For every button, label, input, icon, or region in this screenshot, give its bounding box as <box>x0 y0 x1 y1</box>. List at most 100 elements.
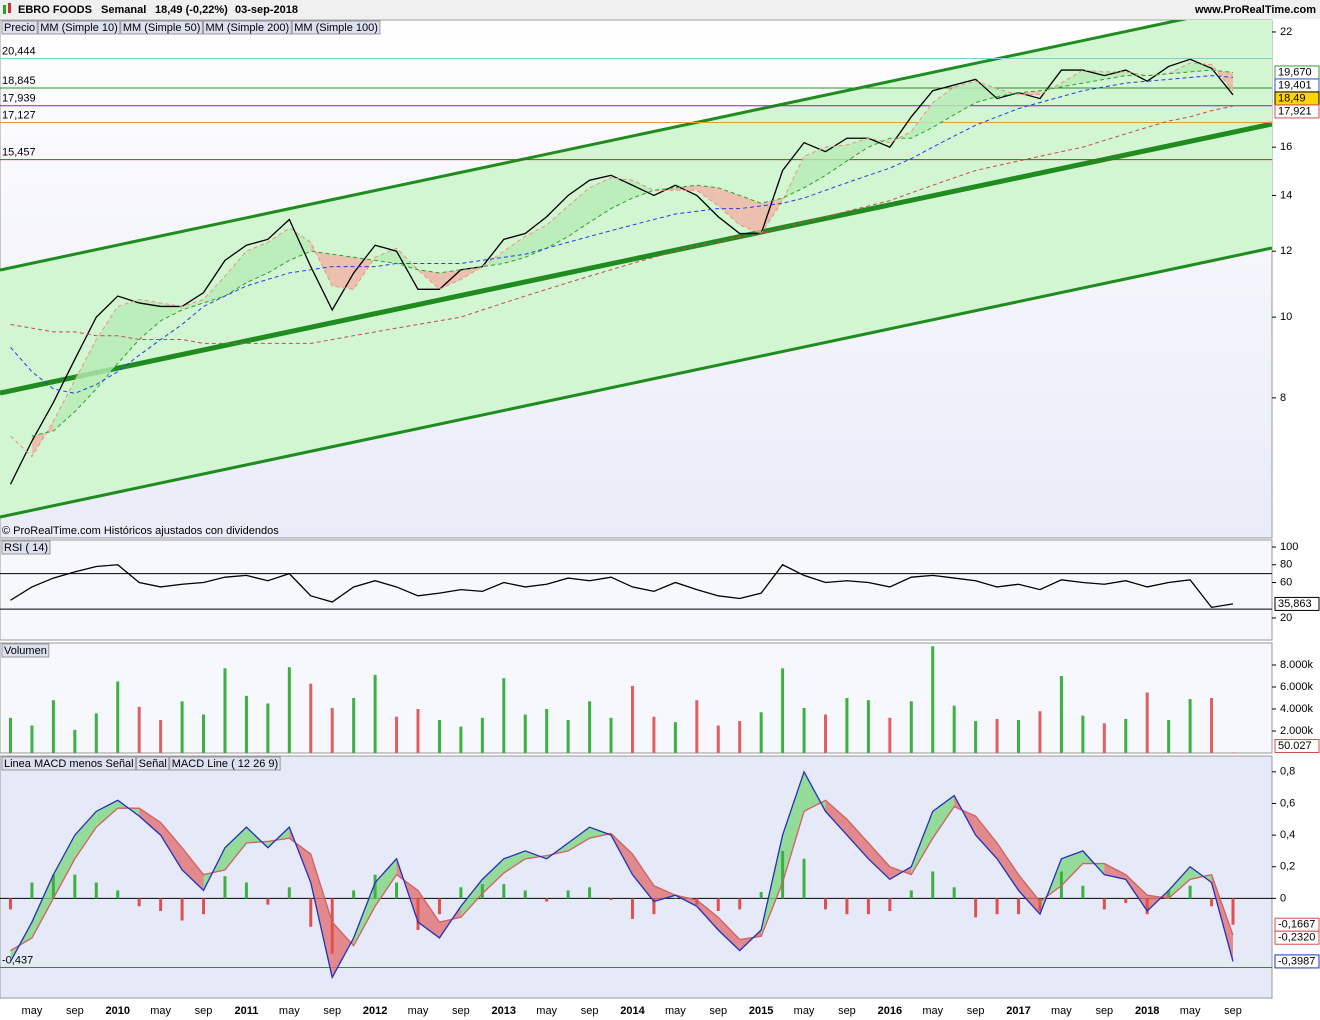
y-tick-label: 60 <box>1280 576 1292 588</box>
x-tick-label: may <box>408 1005 429 1017</box>
y-tick-label: 22 <box>1280 26 1292 38</box>
bar <box>673 898 677 899</box>
between-fill <box>139 299 161 340</box>
between-fill <box>525 850 547 859</box>
bar <box>781 668 785 753</box>
bar <box>695 898 699 905</box>
bar <box>437 898 441 915</box>
legend-entry: MM (Simple 50) <box>123 22 201 34</box>
bar <box>352 698 356 753</box>
y-tick-label: 6.000k <box>1280 681 1314 693</box>
bar <box>437 720 441 753</box>
level-label: 18,845 <box>2 75 36 87</box>
between-fill <box>932 795 955 839</box>
bar <box>1167 890 1171 899</box>
y-tick-label: 0,4 <box>1280 829 1295 841</box>
bar <box>866 898 870 915</box>
value-tag-label: 19,670 <box>1278 66 1312 78</box>
site: www.ProRealTime.com <box>1194 4 1316 16</box>
value-tag <box>1274 930 1320 945</box>
y-tick-label: 14 <box>1280 189 1292 201</box>
x-tick-label: 2016 <box>878 1005 902 1017</box>
between-fill <box>825 800 847 836</box>
bar <box>738 898 742 910</box>
legend-entry: Señal <box>139 758 167 770</box>
bar <box>416 709 420 753</box>
value-tag-label: -0,2320 <box>1278 932 1315 944</box>
bar <box>824 898 827 910</box>
bar <box>9 717 12 753</box>
bar <box>716 725 720 753</box>
bar <box>566 890 570 899</box>
x-tick-label: sep <box>581 1005 599 1017</box>
quote: 18,49 (-0,22%) <box>155 4 228 16</box>
bar <box>759 712 763 753</box>
value-tag-label: 18,49 <box>1278 92 1306 104</box>
between-fill <box>911 102 933 139</box>
bar <box>781 850 785 899</box>
channel <box>0 20 1272 519</box>
between-fill <box>653 885 676 902</box>
bar <box>502 678 506 753</box>
bar <box>51 700 55 753</box>
x-tick-label: sep <box>1224 1005 1242 1017</box>
between-fill <box>911 811 933 875</box>
between-fill <box>1125 874 1148 912</box>
bar <box>309 898 313 927</box>
date: 03-sep-2018 <box>235 4 298 16</box>
channel-upper <box>0 20 1188 272</box>
x-tick-label: sep <box>1095 1005 1113 1017</box>
bar <box>180 701 184 753</box>
period: Semanal <box>101 4 146 16</box>
header-bar <box>0 0 1320 19</box>
y-tick-label: 16 <box>1280 141 1292 153</box>
bar <box>974 898 978 918</box>
bar <box>609 898 613 900</box>
bar <box>716 898 720 912</box>
bar <box>909 890 913 899</box>
bar <box>459 887 463 899</box>
bar <box>266 898 270 905</box>
between-fill <box>246 242 268 283</box>
between-fill <box>332 254 354 290</box>
bar <box>1210 698 1214 753</box>
between-fill <box>418 890 440 938</box>
between-fill <box>1168 866 1191 899</box>
bar <box>502 884 506 899</box>
bar <box>1167 720 1171 753</box>
bar <box>931 871 935 899</box>
channel-middle <box>0 121 1272 396</box>
bar <box>630 898 634 919</box>
series-line <box>10 105 1234 344</box>
bar <box>1124 898 1128 904</box>
between-fill <box>1190 62 1212 72</box>
x-tick-label: sep <box>66 1005 84 1017</box>
between-fill <box>482 858 504 894</box>
rsi-panel <box>0 539 1273 641</box>
channel-fill <box>0 20 1272 517</box>
bar <box>931 646 935 753</box>
between-fill <box>718 917 740 951</box>
between-fill <box>1082 70 1105 84</box>
level-label: 15,457 <box>2 147 36 159</box>
legend-box <box>169 756 281 771</box>
y-tick-label: 0,2 <box>1280 861 1295 873</box>
bar <box>373 874 377 899</box>
x-tick-label: 2010 <box>105 1005 129 1017</box>
bar <box>480 884 484 899</box>
bar <box>1231 752 1235 753</box>
bar <box>952 705 956 753</box>
bar <box>759 892 763 899</box>
channel-lower <box>0 246 1272 519</box>
legend-box <box>120 20 203 35</box>
series-line <box>10 563 1234 609</box>
bar <box>824 714 827 753</box>
bar <box>523 890 527 899</box>
bar <box>94 713 98 753</box>
bar <box>1017 720 1021 753</box>
legend-box <box>1 756 137 771</box>
x-tick-label: sep <box>323 1005 341 1017</box>
y-tick-label: 8.000k <box>1280 659 1314 671</box>
